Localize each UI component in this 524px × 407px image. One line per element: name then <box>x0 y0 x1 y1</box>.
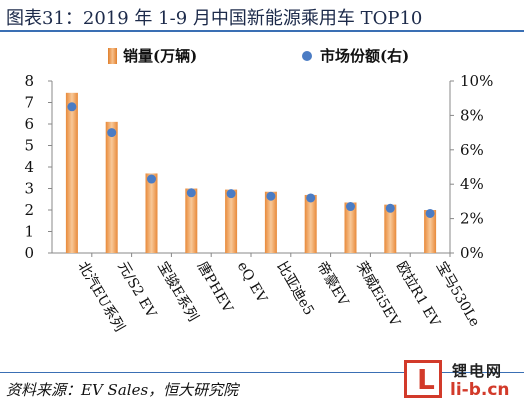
y-right-tick-label: 0% <box>460 244 484 262</box>
share-dot <box>346 202 355 212</box>
watermark-logo: L 锂电网 li-b.cn <box>400 360 524 406</box>
y-left-tick-label: 7 <box>24 94 34 112</box>
y-left-tick-label: 5 <box>24 137 34 155</box>
share-dot <box>67 102 77 112</box>
x-category-label: 帝豪EV <box>313 259 351 310</box>
share-dot <box>385 203 395 213</box>
legend-item-sales: 销量(万辆) <box>108 45 197 66</box>
share-dot <box>425 208 435 218</box>
legend-swatch-bar <box>108 47 117 64</box>
chart-legend: 销量(万辆) 市场份额(右) <box>0 45 524 69</box>
y-right-tick-label: 2% <box>460 210 484 228</box>
bar <box>105 121 118 253</box>
y-left-tick-label: 1 <box>24 223 34 241</box>
legend-label-sales: 销量(万辆) <box>123 47 198 65</box>
y-right-tick-label: 6% <box>460 141 484 159</box>
x-category-label: 比亚迪e5 <box>273 259 316 318</box>
y-left-tick-label: 8 <box>24 72 34 90</box>
x-category-label: 唐PHEV <box>194 259 237 317</box>
bar <box>264 191 277 253</box>
bar <box>185 188 198 253</box>
y-left-tick-label: 6 <box>24 115 34 133</box>
bar <box>65 92 78 253</box>
y-left-tick-label: 0 <box>24 244 34 262</box>
y-left-tick-label: 3 <box>24 180 34 198</box>
y-right-tick-label: 8% <box>460 106 484 124</box>
share-dot <box>266 191 276 201</box>
watermark-bottom-text: li-b.cn <box>450 380 510 400</box>
x-category-label: 宝骏E系列 <box>154 259 201 324</box>
bar <box>145 173 158 253</box>
share-dot <box>186 188 196 198</box>
source-note: 资料来源：EV Sales，恒大研究院 <box>6 381 239 399</box>
source-bar: 资料来源：EV Sales，恒大研究院 <box>0 372 524 407</box>
watermark-top-text: 锂电网 <box>452 362 504 380</box>
share-dot <box>226 189 236 199</box>
share-dot <box>107 128 117 138</box>
figure-title: 图表31：2019 年 1-9 月中国新能源乘用车 TOP10 <box>6 8 423 29</box>
bar <box>225 189 238 253</box>
y-right-tick-label: 10% <box>460 72 493 90</box>
share-dot <box>306 193 316 203</box>
legend-label-share: 市场份额(右) <box>320 47 410 65</box>
bar <box>344 202 357 253</box>
y-left-tick-label: 2 <box>24 201 34 219</box>
bar <box>304 194 317 253</box>
y-right-tick-label: 4% <box>460 175 484 193</box>
bar <box>424 210 437 253</box>
x-category-label: eQ EV <box>234 259 271 306</box>
figure-title-bar: 图表31：2019 年 1-9 月中国新能源乘用车 TOP10 <box>0 0 524 32</box>
legend-item-share: 市场份额(右) <box>302 45 409 66</box>
share-dot <box>147 174 156 184</box>
bar <box>384 204 397 253</box>
legend-swatch-dot <box>302 50 312 61</box>
watermark-badge: L <box>404 360 442 398</box>
watermark-logo-char: L <box>417 363 435 396</box>
x-category-label: 元/S2 EV <box>114 259 159 321</box>
y-left-tick-label: 4 <box>24 158 34 176</box>
